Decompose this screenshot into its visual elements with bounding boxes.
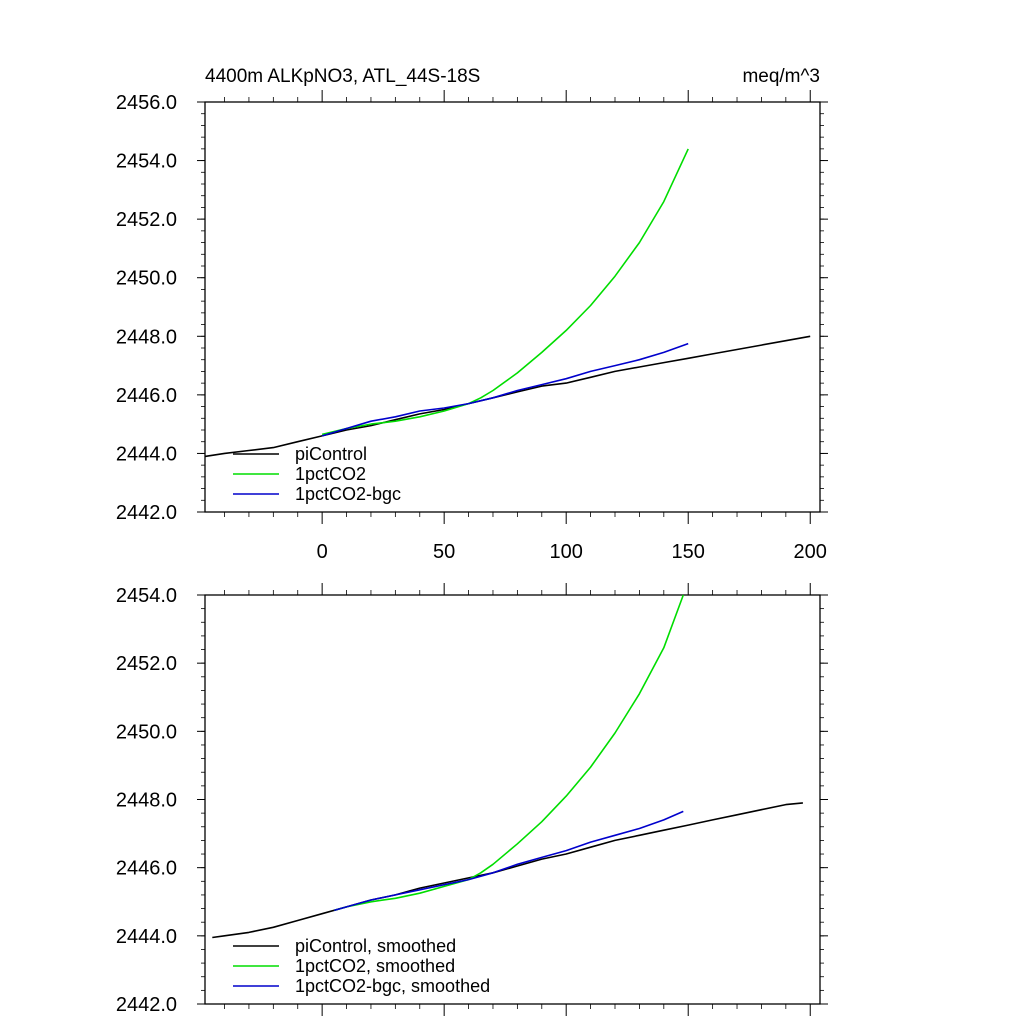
legend-label: piControl (295, 444, 367, 464)
y-tick-label: 2456.0 (116, 92, 177, 114)
plot-frame (204, 101, 821, 513)
y-tick-label: 2450.0 (116, 268, 177, 290)
legend-label: 1pctCO2-bgc (295, 484, 401, 504)
y-tick-label: 2442.0 (116, 994, 177, 1016)
y-tick-label: 2446.0 (116, 858, 177, 880)
series-line-0 (204, 335, 811, 458)
legend-label: 1pctCO2 (295, 464, 366, 484)
x-tick-label: 50 (433, 541, 455, 563)
y-tick-label: 2442.0 (116, 502, 177, 524)
y-tick-label: 2454.0 (116, 151, 177, 173)
x-tick-label: 150 (672, 541, 705, 563)
legend-label: 1pctCO2, smoothed (295, 956, 455, 976)
y-tick-label: 2444.0 (116, 926, 177, 948)
y-tick-label: 2446.0 (116, 385, 177, 407)
x-tick-label: 100 (550, 541, 583, 563)
series-line-0 (212, 802, 803, 939)
series-line-2 (321, 342, 689, 437)
series-line-1 (321, 148, 689, 436)
y-tick-label: 2454.0 (116, 585, 177, 607)
chart-panel-bottom: 2442.0 2444.0 2446.0 2448.0 2450.0 2452.0 2454… (116, 583, 828, 1016)
chart-units: meq/m^3 (742, 66, 820, 87)
y-tick-label: 2448.0 (116, 790, 177, 812)
y-tick-label: 2452.0 (116, 653, 177, 675)
series-line-2 (334, 810, 684, 912)
y-tick-label: 2448.0 (116, 326, 177, 348)
series-line-1 (334, 594, 685, 912)
legend-label: piControl, smoothed (295, 936, 456, 956)
legend-label: 1pctCO2-bgc, smoothed (295, 976, 490, 996)
x-tick-label: 200 (794, 541, 827, 563)
chart-title: 4400m ALKpNO3, ATL_44S-18S (205, 66, 480, 87)
chart-panel-top: 2442.0 2444.0 2446.0 2448.0 2450.0 2452.0 2454… (116, 66, 828, 563)
y-tick-label: 2452.0 (116, 209, 177, 231)
y-tick-label: 2444.0 (116, 443, 177, 465)
y-tick-label: 2450.0 (116, 721, 177, 743)
x-tick-label: 0 (317, 541, 328, 563)
